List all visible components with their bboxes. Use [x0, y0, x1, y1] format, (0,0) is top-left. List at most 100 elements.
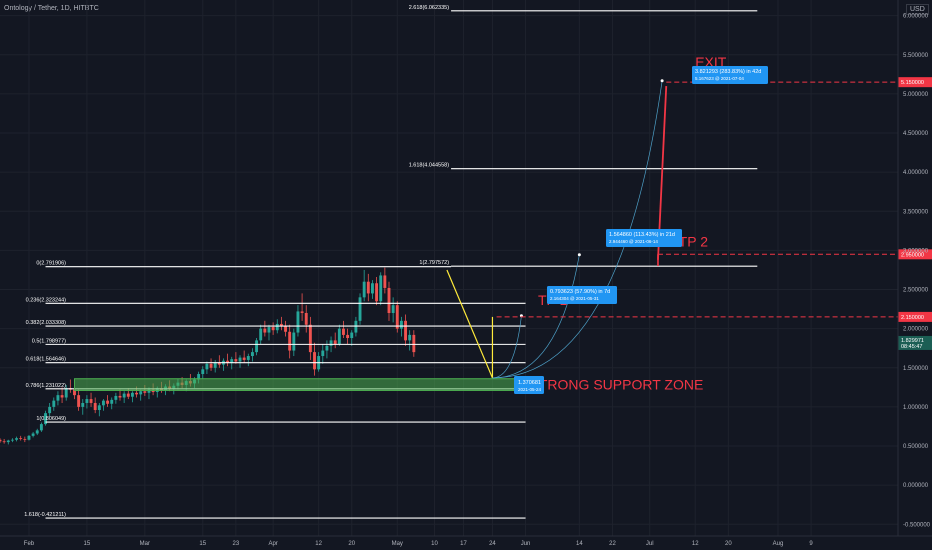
- candle-body: [387, 287, 391, 313]
- candle-body: [255, 340, 259, 353]
- y-tick-label: 1.500000: [903, 366, 929, 372]
- fib-label: 1.618(4.044558): [409, 163, 450, 169]
- candle-body: [275, 323, 279, 331]
- callout-21d-sub: 2.944460 @ 2021-06-14: [609, 239, 658, 244]
- candle-body: [89, 399, 93, 403]
- x-tick-label: 12: [315, 541, 322, 547]
- candle-body: [383, 275, 387, 288]
- candle-body: [408, 334, 412, 341]
- x-tick-label: 9: [809, 541, 813, 547]
- candle-body: [217, 362, 221, 365]
- candle-body: [242, 357, 246, 360]
- candle-body: [114, 395, 118, 400]
- candle-body: [267, 327, 271, 333]
- x-tick-label: 23: [233, 541, 240, 547]
- candle-body: [375, 283, 379, 302]
- candle-body: [201, 369, 205, 375]
- x-tick-label: Feb: [24, 541, 35, 547]
- candle-body: [56, 395, 60, 401]
- candle-body: [106, 400, 110, 404]
- grid: [0, 0, 898, 536]
- callout-42d-title: 3.821293 (283.83%) in 42d: [695, 69, 761, 75]
- candle-body: [147, 389, 151, 393]
- candle-body: [370, 283, 374, 294]
- candle-body: [31, 433, 35, 436]
- candle-body: [230, 359, 234, 364]
- candle-body: [122, 393, 126, 398]
- candle-body: [85, 399, 89, 403]
- candle-body: [102, 400, 105, 406]
- projection-point: [577, 253, 581, 257]
- support-zone-label: STRONG SUPPORT ZONE: [530, 377, 704, 393]
- x-tick-label: 12: [692, 541, 699, 547]
- x-tick-label: 17: [460, 541, 467, 547]
- fib-levels: 2.618(6.062335) 1.618(4.044558) 0(2.791906…: [24, 5, 758, 519]
- symbol-title: Ontology / Tether, 1D, HITBTC: [4, 5, 99, 12]
- candle-body: [246, 356, 250, 360]
- x-tick-label: Jun: [521, 541, 531, 547]
- origin-date: 2021-05-24: [518, 387, 542, 392]
- x-tick-label: Jul: [646, 541, 654, 547]
- fib-label: 0.382(2.033308): [26, 320, 67, 326]
- candle-body: [48, 406, 52, 414]
- candle-body: [143, 391, 147, 393]
- x-tick-label: 15: [199, 541, 206, 547]
- candle-body: [126, 393, 130, 397]
- candle-body: [412, 334, 416, 353]
- candle-body: [27, 435, 31, 440]
- y-tick-label: 2.500000: [903, 288, 929, 294]
- candle-body: [329, 340, 333, 346]
- candle-body: [354, 320, 358, 333]
- y-tick-label: 5.500000: [903, 53, 929, 59]
- candle-body: [44, 413, 47, 425]
- fib-label: 0.5(1.798977): [32, 338, 66, 344]
- currency-button[interactable]: USD: [906, 4, 929, 15]
- price-tag: [898, 77, 932, 88]
- candle-body: [0, 439, 2, 442]
- candle-body: [118, 395, 122, 398]
- x-tick-label: 24: [489, 541, 496, 547]
- price-tag: [898, 249, 932, 260]
- callout-21d-title: 1.564860 (113.43%) in 21d: [609, 232, 675, 238]
- candle-body: [135, 392, 139, 395]
- candle-body: [333, 340, 337, 345]
- fib-label: 2.618(6.062335): [409, 5, 450, 11]
- candle-body: [379, 275, 383, 302]
- candle-body: [296, 311, 300, 333]
- candle-body: [263, 328, 267, 333]
- candle-body: [93, 402, 97, 411]
- y-tick-label: 2.000000: [903, 327, 929, 333]
- fib-label: 0.786(1.231022): [26, 383, 67, 389]
- candle-body: [234, 359, 238, 362]
- candle-body: [2, 441, 6, 443]
- x-tick-label: May: [392, 541, 403, 547]
- projection-curve: [492, 315, 522, 379]
- candle-body: [259, 328, 263, 341]
- candle-body: [110, 399, 114, 404]
- x-tick-label: 14: [576, 541, 583, 547]
- candle-body: [23, 438, 27, 440]
- trendline: [446, 269, 494, 379]
- x-tick-label: 20: [348, 541, 355, 547]
- callout-42d-box: [692, 66, 768, 84]
- candle-body: [308, 324, 312, 353]
- origin-box: [514, 376, 544, 394]
- candle-body: [97, 405, 101, 411]
- candle-body: [321, 350, 325, 357]
- candle-body: [19, 438, 23, 439]
- y-tick-label: -0.500000: [903, 522, 931, 528]
- candle-body: [284, 325, 287, 332]
- candle-body: [130, 392, 134, 397]
- support-zone-rect: [73, 378, 527, 391]
- callout-42d-sub: 5.167623 @ 2021-07-04: [695, 76, 744, 81]
- candle-body: [77, 395, 81, 407]
- current-price-tag: [898, 335, 932, 350]
- x-axis: Feb 15 Mar 15 23 Apr 12 20 May 10 17 24 Jun 14 22 Jul 12…: [0, 535, 932, 547]
- x-tick-label: Apr: [268, 541, 277, 547]
- y-axis: -0.500000 0.000000 0.500000 1.000000 1.50000…: [897, 0, 931, 536]
- y-tick-label: 4.000000: [903, 170, 929, 176]
- candle-body: [288, 331, 292, 351]
- candle-body: [226, 360, 230, 364]
